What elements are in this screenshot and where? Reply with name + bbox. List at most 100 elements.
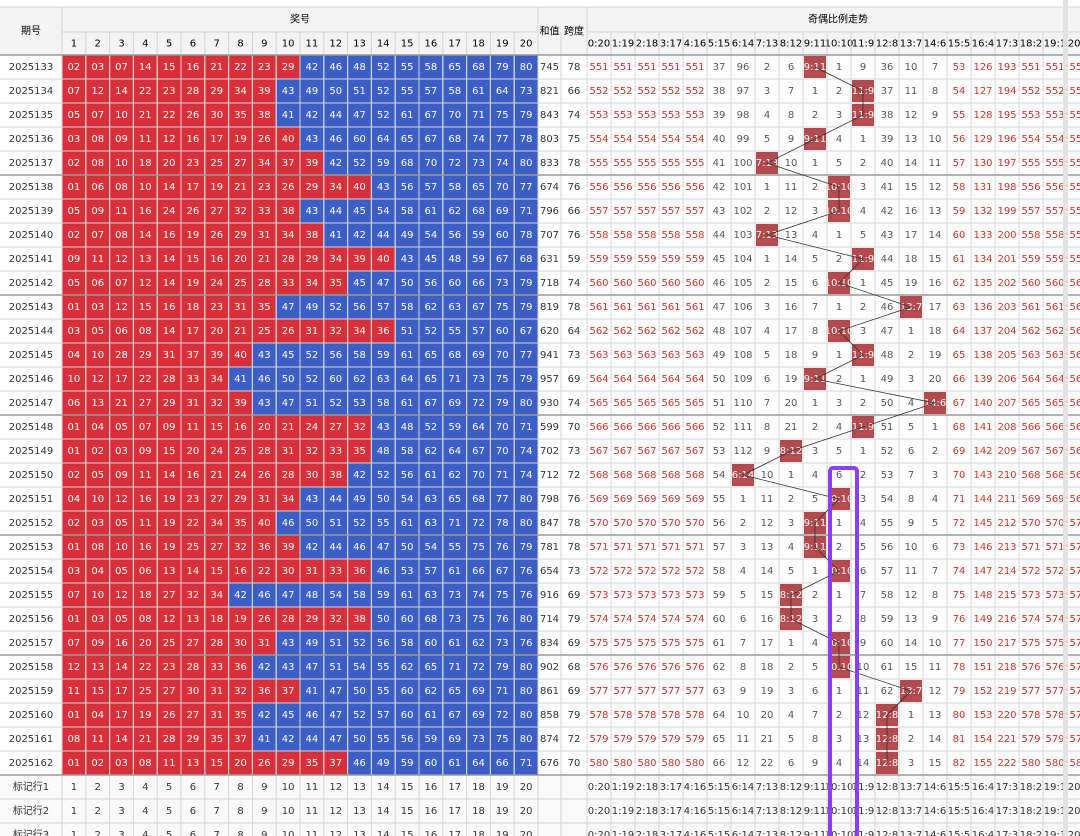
ball-cell xyxy=(229,127,252,151)
ball-cell xyxy=(276,367,300,391)
ball-number: 07 xyxy=(68,638,81,649)
ball-cell xyxy=(300,103,324,127)
ball-number: 14 xyxy=(115,734,128,745)
ball-number: 46 xyxy=(329,62,342,73)
marker-number: 11 xyxy=(306,806,319,817)
ball-cell xyxy=(348,367,371,391)
ball-number: 23 xyxy=(163,86,176,97)
ball-number: 74 xyxy=(472,134,485,145)
omission: 572 xyxy=(1021,566,1040,577)
ball-cell xyxy=(110,199,133,223)
omission: 564 xyxy=(1069,374,1080,385)
ball-number: 56 xyxy=(353,302,366,313)
ball-number: 03 xyxy=(68,134,81,145)
omission: 38 xyxy=(881,110,894,121)
omission: 571 xyxy=(589,542,608,553)
ball-number: 21 xyxy=(282,422,295,433)
ball-number: 14 xyxy=(163,254,176,265)
omission: 577 xyxy=(1069,686,1080,697)
ratio-header: 1:19 xyxy=(612,39,634,50)
omission: 577 xyxy=(1045,686,1064,697)
period: 2025151 xyxy=(9,494,54,505)
omission: 565 xyxy=(1069,398,1080,409)
omission: 579 xyxy=(613,734,632,745)
ball-number: 43 xyxy=(306,134,319,145)
ball-number: 14 xyxy=(163,182,176,193)
ball-cell xyxy=(324,319,348,343)
omission: 2 xyxy=(860,302,866,313)
ball-cell xyxy=(86,151,110,175)
ball-number: 35 xyxy=(306,758,319,769)
ball-cell xyxy=(110,175,133,199)
ball-number: 62 xyxy=(425,302,438,313)
ball-number: 06 xyxy=(68,398,81,409)
marker-ratio: 16:4 xyxy=(972,782,994,793)
omission: 70 xyxy=(953,470,966,481)
header-period: 期号 xyxy=(21,25,41,37)
ball-number: 80 xyxy=(520,734,533,745)
ball-cell xyxy=(395,271,419,295)
omission: 8 xyxy=(764,422,770,433)
omission: 567 xyxy=(589,446,608,457)
omission: 46 xyxy=(713,278,726,289)
omission: 110 xyxy=(733,398,752,409)
marker-number: 5 xyxy=(166,830,172,836)
sum: 714 xyxy=(540,614,559,625)
ball-number: 01 xyxy=(68,302,81,313)
ball-number: 08 xyxy=(91,158,104,169)
ball-cell xyxy=(514,439,538,463)
omission: 7 xyxy=(764,398,770,409)
ball-number: 77 xyxy=(520,350,533,361)
omission: 39 xyxy=(881,134,894,145)
omission: 2 xyxy=(932,446,938,457)
omission: 68 xyxy=(953,422,966,433)
ball-cell xyxy=(157,391,181,415)
ball-cell xyxy=(419,247,443,271)
omission: 132 xyxy=(973,206,992,217)
ball-cell xyxy=(205,295,229,319)
omission: 3 xyxy=(860,182,866,193)
period: 2025155 xyxy=(9,590,54,601)
sum: 599 xyxy=(540,422,559,433)
ball-number: 10 xyxy=(115,110,128,121)
omission: 50 xyxy=(713,374,726,385)
omission: 48 xyxy=(713,326,726,337)
number-header: 6 xyxy=(190,39,196,50)
sum: 674 xyxy=(540,182,559,193)
ball-cell xyxy=(181,103,205,127)
omission: 1 xyxy=(836,518,842,529)
ball-number: 53 xyxy=(353,398,366,409)
omission: 1 xyxy=(812,86,818,97)
sum: 781 xyxy=(540,542,559,553)
ball-cell xyxy=(181,55,205,79)
omission: 78 xyxy=(953,662,966,673)
omission: 556 xyxy=(685,182,704,193)
ball-cell xyxy=(62,151,86,175)
ball-cell xyxy=(181,367,205,391)
omission: 148 xyxy=(973,590,992,601)
omission: 12 xyxy=(905,110,918,121)
ball-cell xyxy=(300,55,324,79)
ball-number: 46 xyxy=(353,542,366,553)
omission: 5 xyxy=(860,230,866,241)
ball-number: 04 xyxy=(68,494,81,505)
ball-number: 41 xyxy=(306,686,319,697)
omission: 551 xyxy=(589,62,608,73)
ball-cell xyxy=(133,367,157,391)
ball-number: 16 xyxy=(187,134,200,145)
omission: 574 xyxy=(661,614,680,625)
ball-cell xyxy=(443,103,467,127)
ball-number: 63 xyxy=(425,494,438,505)
omission: 80 xyxy=(953,710,966,721)
ball-number: 74 xyxy=(472,590,485,601)
marker-number: 16 xyxy=(425,806,438,817)
ball-number: 46 xyxy=(377,566,390,577)
ball-number: 33 xyxy=(210,662,223,673)
omission: 55 xyxy=(953,110,966,121)
ball-number: 77 xyxy=(496,134,509,145)
period: 2025157 xyxy=(9,638,54,649)
ball-cell xyxy=(157,151,181,175)
ball-number: 68 xyxy=(425,614,438,625)
marker-number: 10 xyxy=(282,830,295,836)
ball-cell xyxy=(348,439,371,463)
